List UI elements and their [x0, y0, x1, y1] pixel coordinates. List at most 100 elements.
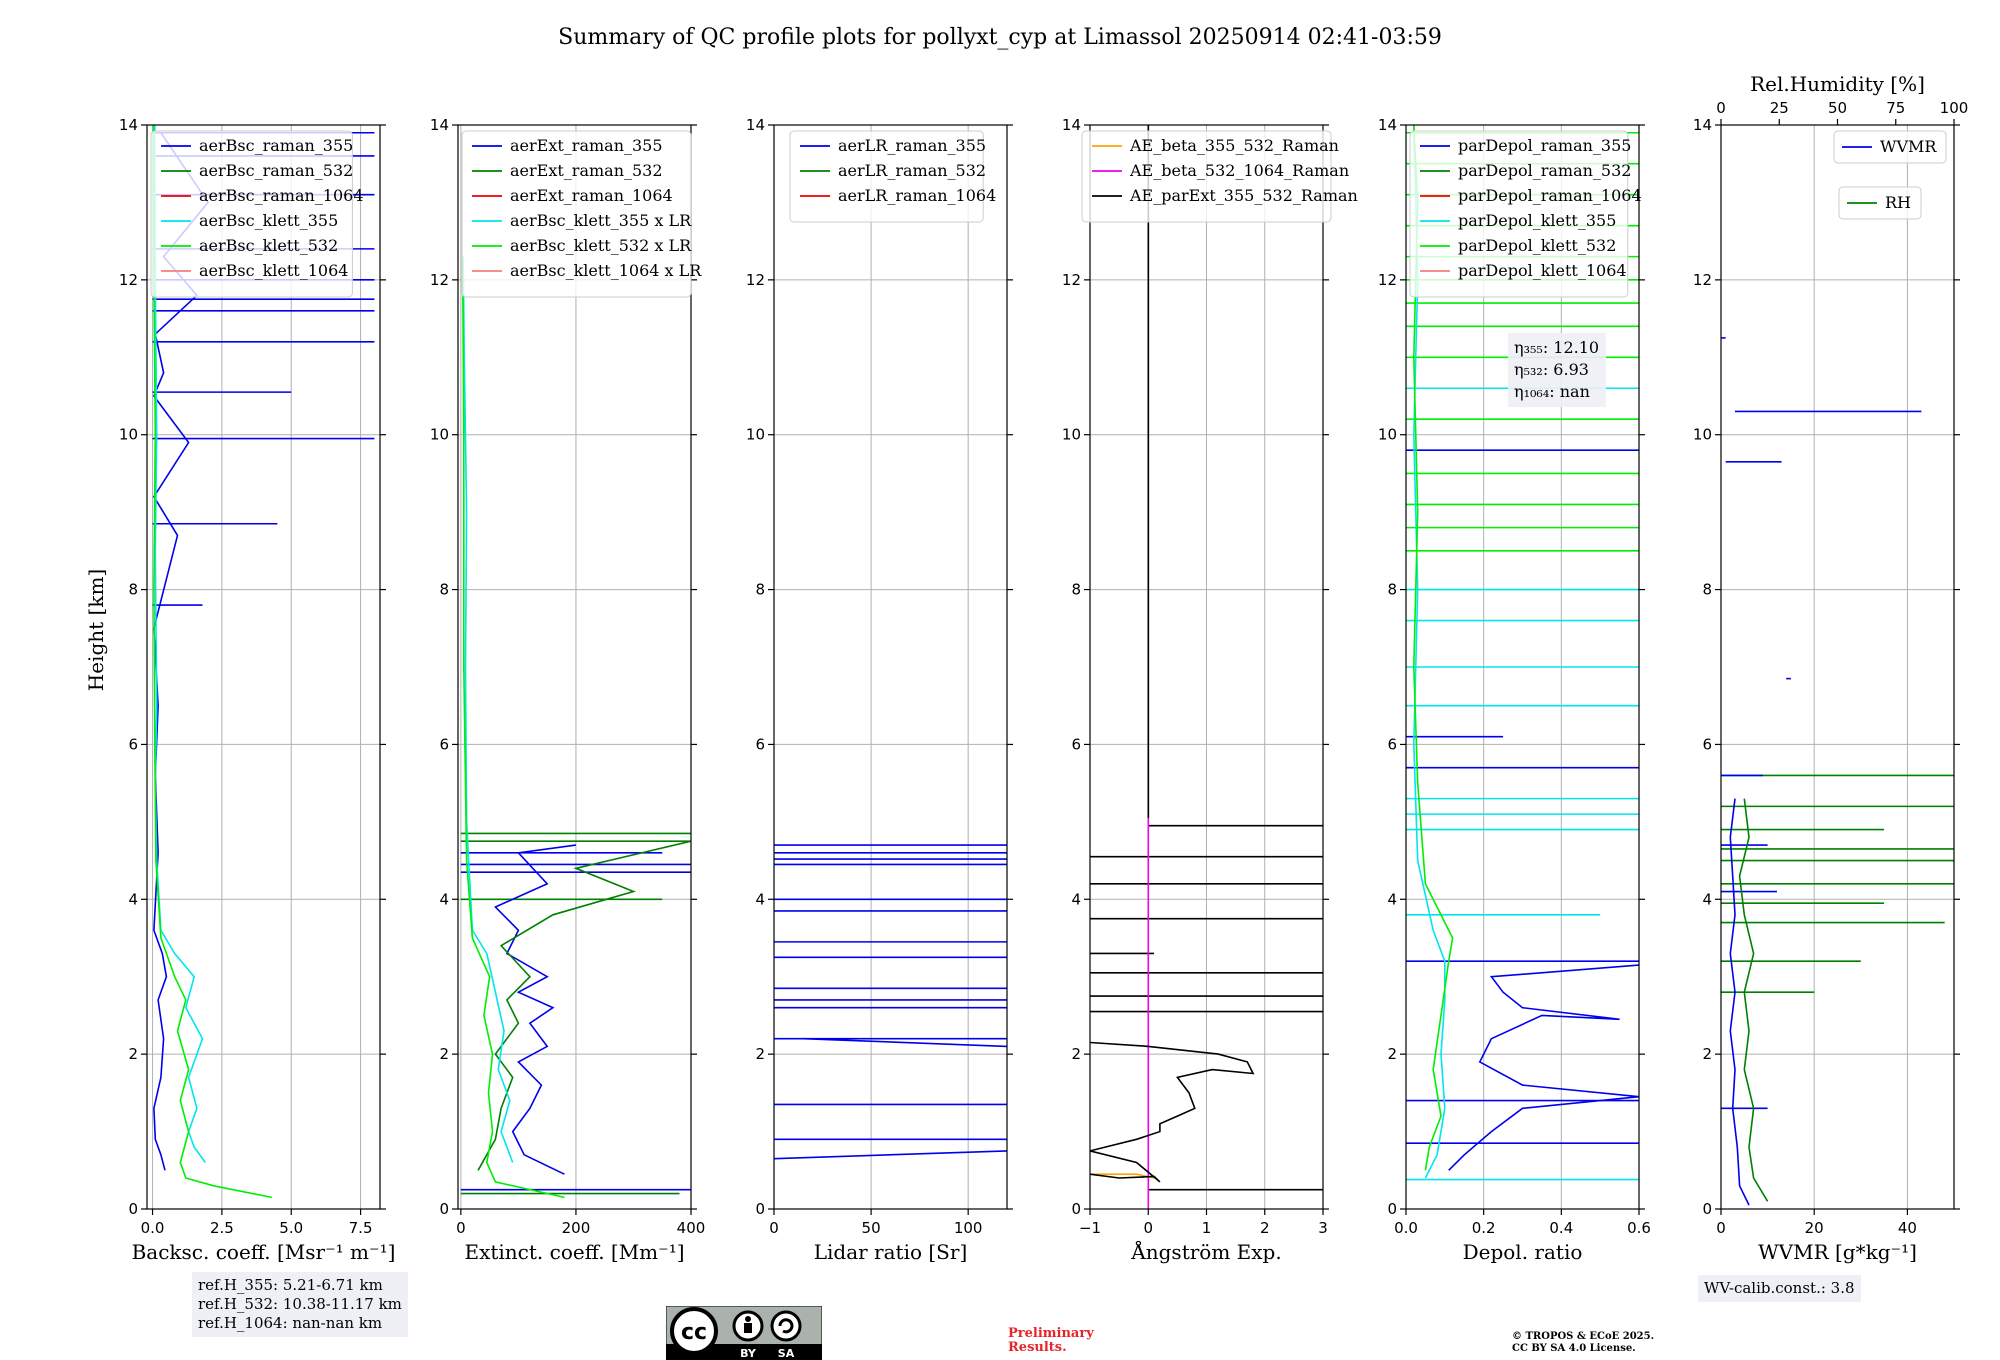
cc-license-badge-icon: cc BY SA: [666, 1306, 822, 1360]
panel-data: [774, 844, 1007, 1160]
y-tick-label: 8: [128, 581, 138, 599]
legend-label: aerBsc_raman_532: [199, 161, 353, 180]
wv-calibration-constant: WV-calib.const.: 3.8: [1704, 1279, 1855, 1297]
y-tick-label: 10: [119, 426, 138, 444]
y-tick-label: 14: [746, 116, 765, 134]
legend-label: aerBsc_klett_532: [199, 236, 338, 255]
x-tick-label: 0: [1716, 1219, 1726, 1237]
axes-frame: [1089, 124, 1324, 1210]
axes-frame: [457, 124, 692, 1210]
series-line: [774, 1150, 1007, 1160]
y-tick-label: 4: [755, 890, 765, 908]
legend-frame: [789, 130, 984, 223]
legend: aerExt_raman_355 aerExt_raman_532 aerExt_r…: [461, 130, 702, 298]
y-tick-label: 6: [1071, 735, 1081, 753]
top-axis-label: Rel.Humidity [%]: [1750, 72, 1925, 96]
series-line: [1412, 125, 1454, 1171]
legend-label: aerBsc_klett_1064 x LR: [510, 261, 702, 280]
y-tick-label: 6: [1387, 735, 1397, 753]
panel-data: [1721, 337, 1954, 1206]
y-tick-label: 4: [1387, 890, 1397, 908]
panel-1: 0 2 4 6 8 10 12 14 0.0 2.5 5.0 7.5 Backsc. coeff. [M…: [119, 116, 395, 1264]
legend-label: RH: [1885, 193, 1911, 212]
legend-label: parDepol_klett_1064: [1458, 261, 1627, 280]
panel-data: [1090, 125, 1323, 1209]
ref-height-532: ref.H_532: 10.38-11.17 km: [198, 1295, 402, 1313]
depol-calibration-annotation: η₅₃₂: 6.93: [1514, 360, 1589, 379]
y-tick-label: 0: [755, 1200, 765, 1218]
x-tick-label: 0: [769, 1219, 779, 1237]
legend: aerBsc_raman_355 aerBsc_raman_532 aerBsc_r…: [150, 130, 364, 298]
y-tick-label: 4: [439, 890, 449, 908]
legend-frame: [1833, 130, 1947, 164]
preliminary-line-1: Preliminary: [1008, 1326, 1094, 1341]
x-axis-label: Lidar ratio [Sr]: [814, 1240, 968, 1264]
y-tick-label: 0: [1071, 1200, 1081, 1218]
series-line: [462, 256, 514, 1163]
license-by-label: BY: [740, 1347, 757, 1360]
legend-frame: [150, 130, 353, 298]
y-tick-label: 10: [1378, 426, 1397, 444]
ref-height-355: ref.H_355: 5.21-6.71 km: [198, 1276, 383, 1294]
x-axis-label: Backsc. coeff. [Msr⁻¹ m⁻¹]: [132, 1240, 396, 1264]
y-tick-label: 4: [128, 890, 138, 908]
legend-label: aerLR_raman_355: [838, 136, 986, 155]
x-tick-label: 0.2: [1472, 1219, 1496, 1237]
legend-label: aerExt_raman_532: [510, 161, 663, 180]
x-tick-label: 40: [1898, 1219, 1917, 1237]
legend-frame: [461, 130, 692, 298]
wv-calibration-box: WV-calib.const.: 3.8: [1698, 1275, 1861, 1302]
y-tick-label: 10: [1062, 426, 1081, 444]
legend-label: parDepol_raman_1064: [1458, 186, 1642, 205]
legend-label: AE_beta_532_1064_Raman: [1129, 161, 1349, 180]
depol-calibration-annotation: η₁₀₆₄: nan: [1514, 382, 1590, 401]
axes-frame: [773, 124, 1008, 1210]
series-line: [1729, 798, 1750, 1206]
y-tick-label: 12: [1062, 271, 1081, 289]
y-tick-label: 10: [746, 426, 765, 444]
y-tick-label: 14: [1062, 116, 1081, 134]
y-tick-label: 8: [1071, 581, 1081, 599]
x-tick-label: 7.5: [349, 1219, 373, 1237]
y-tick-label: 6: [1702, 735, 1712, 753]
legend-frame: [1838, 186, 1922, 220]
x-tick-label: 2: [1260, 1219, 1270, 1237]
x-tick-label: 5.0: [279, 1219, 303, 1237]
copyright-note: © TROPOS & ECoE 2025. CC BY SA 4.0 Licen…: [1512, 1331, 1654, 1355]
legend-label: parDepol_klett_355: [1458, 211, 1616, 230]
preliminary-line-2: Results.: [1008, 1340, 1067, 1355]
x-tick-label: 0.0: [141, 1219, 165, 1237]
y-tick-label: 4: [1071, 890, 1081, 908]
y-tick-label: 2: [755, 1045, 765, 1063]
y-tick-label: 6: [755, 735, 765, 753]
series-line: [803, 1037, 1007, 1048]
copyright-line-2: CC BY SA 4.0 License.: [1512, 1343, 1636, 1354]
x-tick-label: 0.0: [1394, 1219, 1418, 1237]
y-tick-label: 14: [1693, 116, 1712, 134]
legend-label: AE_parExt_355_532_Raman: [1129, 186, 1358, 205]
y-tick-label: 2: [1071, 1045, 1081, 1063]
x-tick-label: 0.4: [1549, 1219, 1573, 1237]
legend-label: parDepol_raman_532: [1458, 161, 1631, 180]
legend: parDepol_raman_355 parDepol_raman_532 parD…: [1409, 130, 1642, 298]
panel-2: 0 2 4 6 8 10 12 14 0 200 400 Extinct. coeff. [Mm⁻¹]…: [430, 116, 705, 1264]
y-axis-label: Height [km]: [84, 569, 108, 691]
axes-frame: [1720, 124, 1955, 1210]
series-line: [477, 840, 691, 1171]
y-tick-label: 2: [439, 1045, 449, 1063]
ref-height-1064: ref.H_1064: nan-nan km: [198, 1314, 383, 1332]
y-tick-label: 12: [1693, 271, 1712, 289]
y-tick-label: 2: [1702, 1045, 1712, 1063]
legend: aerLR_raman_355 aerLR_raman_532 aerLR_rama…: [789, 130, 996, 223]
top-x-tick-label: 50: [1828, 99, 1847, 117]
legend-label: parDepol_klett_532: [1458, 236, 1616, 255]
y-tick-label: 8: [1387, 581, 1397, 599]
y-tick-label: 6: [439, 735, 449, 753]
x-axis-label: WVMR [g*kg⁻¹]: [1758, 1240, 1917, 1264]
axes-frame: [1405, 124, 1640, 1210]
top-x-tick-label: 100: [1940, 99, 1969, 117]
y-tick-label: 8: [755, 581, 765, 599]
legend-label: aerBsc_klett_355 x LR: [510, 211, 692, 230]
series-line: [1448, 964, 1639, 1171]
x-tick-label: 400: [677, 1219, 706, 1237]
